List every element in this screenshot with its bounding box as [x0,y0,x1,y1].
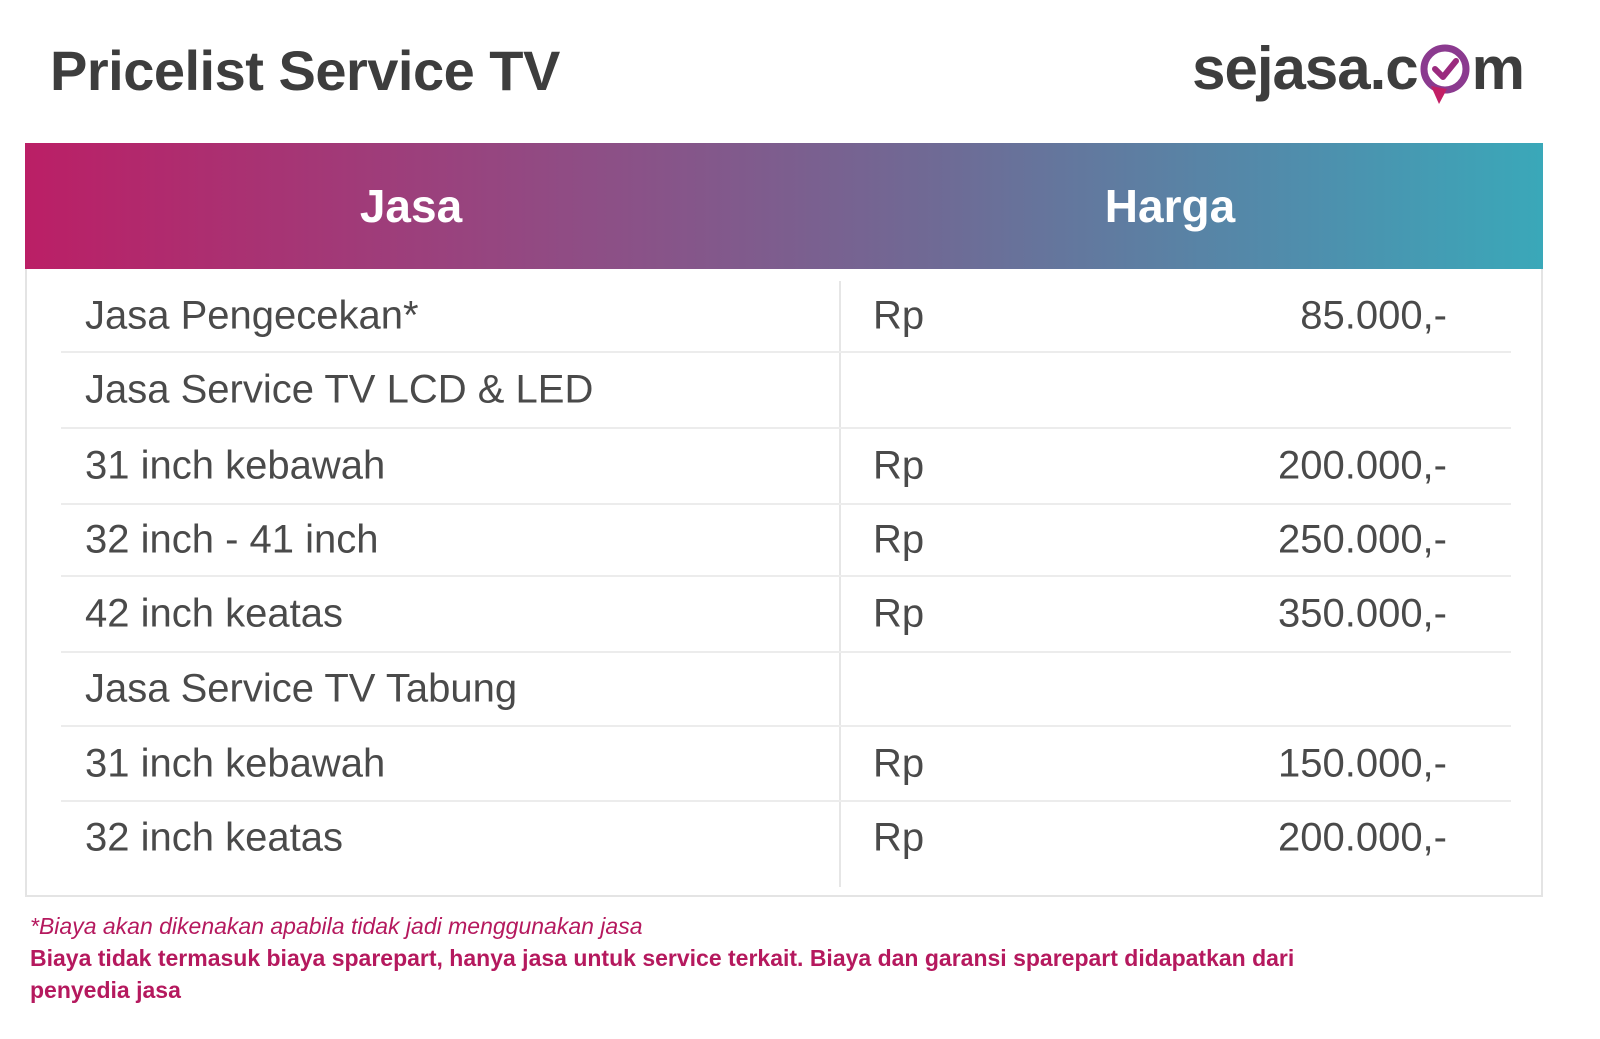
logo-text-end: m [1471,35,1525,102]
service-name: 42 inch keatas [85,591,343,636]
currency-label: Rp [873,591,925,636]
table-row: Jasa Service TV Tabung [61,653,1511,727]
currency-label: Rp [873,741,925,785]
service-name: Jasa Pengecekan* [85,293,419,337]
currency-label: Rp [873,517,925,562]
table-header: Jasa Harga [25,143,1543,269]
price-value: 350.000,- [1277,591,1447,636]
price-value: 250.000,- [1277,517,1447,562]
table-row: 32 inch keatas Rp 200.000,- [61,802,1511,874]
service-name: 31 inch kebawah [85,741,386,785]
footnote-sparepart: Biaya tidak termasuk biaya sparepart, ha… [30,945,1295,1003]
column-divider [839,281,841,887]
table-body: Jasa Pengecekan* Rp 85.000,- Jasa Servic… [61,280,1511,874]
price-value: 85.000,- [1300,293,1447,337]
price-table: Jasa Harga Jasa Pengecekan* Rp 85.000,- … [25,143,1543,897]
table-row: 32 inch - 41 inch Rp 250.000,- [61,505,1511,577]
logo-check-pin-icon [1419,42,1471,112]
table-row: Jasa Pengecekan* Rp 85.000,- [61,280,1511,353]
table-row: 31 inch kebawah Rp 200.000,- [61,429,1511,505]
price-value: 200.000,- [1277,815,1447,860]
footnote-check-fee: *Biaya akan dikenakan apabila tidak jadi… [30,913,643,939]
service-category: Jasa Service TV Tabung [85,666,518,711]
table-row: Jasa Service TV LCD & LED [61,353,1511,429]
currency-label: Rp [873,443,925,488]
price-value: 150.000,- [1277,741,1447,785]
service-category: Jasa Service TV LCD & LED [85,367,594,412]
service-name: 32 inch keatas [85,815,343,860]
column-header-jasa: Jasa [359,180,463,232]
sejasa-logo: sejasa.c m [1192,34,1525,114]
column-header-harga: Harga [1104,180,1236,232]
footnotes: *Biaya akan dikenakan apabila tidak jadi… [30,910,1330,1006]
service-name: 32 inch - 41 inch [85,517,379,562]
page-title: Pricelist Service TV [50,39,560,102]
price-value: 200.000,- [1277,443,1447,488]
logo-text-start: sejasa.c [1192,35,1419,102]
service-name: 31 inch kebawah [85,443,386,488]
currency-label: Rp [873,293,925,337]
currency-label: Rp [873,815,925,860]
table-row: 42 inch keatas Rp 350.000,- [61,577,1511,653]
table-row: 31 inch kebawah Rp 150.000,- [61,727,1511,802]
